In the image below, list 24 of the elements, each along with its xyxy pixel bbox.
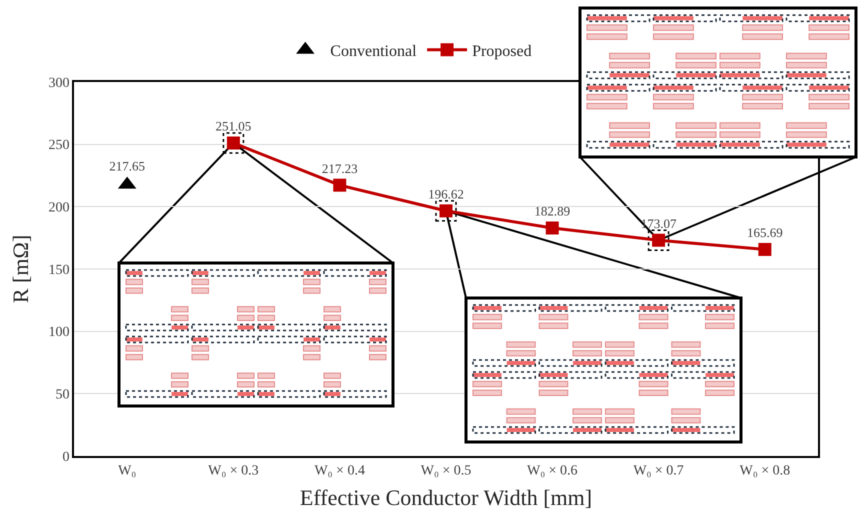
x-tick-label: W₀ × 0.4	[314, 464, 365, 479]
x-tick-label: W₀ × 0.7	[633, 464, 684, 479]
data-label: 196.62	[428, 186, 464, 202]
y-tick-label: 50	[55, 388, 70, 403]
data-label: 217.23	[322, 160, 358, 176]
x-tick-label: W₀	[118, 464, 136, 479]
x-tick-label: W₀ × 0.5	[420, 464, 472, 479]
y-axis-title: R [mΩ]	[8, 234, 33, 304]
y-tick-label: 250	[48, 138, 70, 154]
data-label: 251.05	[216, 118, 252, 134]
legend-label: Proposed	[472, 42, 532, 60]
data-label: 165.69	[746, 225, 783, 240]
x-tick-label: W₀ × 0.3	[208, 464, 259, 479]
x-axis-title: Effective Conductor Width [mm]	[300, 484, 592, 510]
y-tick-label: 0	[62, 450, 70, 465]
data-label: 182.89	[534, 204, 570, 219]
data-label: 217.65	[109, 158, 146, 174]
y-tick-label: 300	[48, 76, 70, 91]
y-tick-label: 150	[48, 262, 70, 278]
x-tick-label: W₀ × 0.6	[527, 464, 578, 479]
legend-label: Conventional	[330, 42, 418, 60]
y-tick-label: 100	[48, 325, 70, 340]
x-tick-label: W₀ × 0.8	[740, 464, 790, 479]
y-tick-label: 200	[48, 200, 70, 216]
